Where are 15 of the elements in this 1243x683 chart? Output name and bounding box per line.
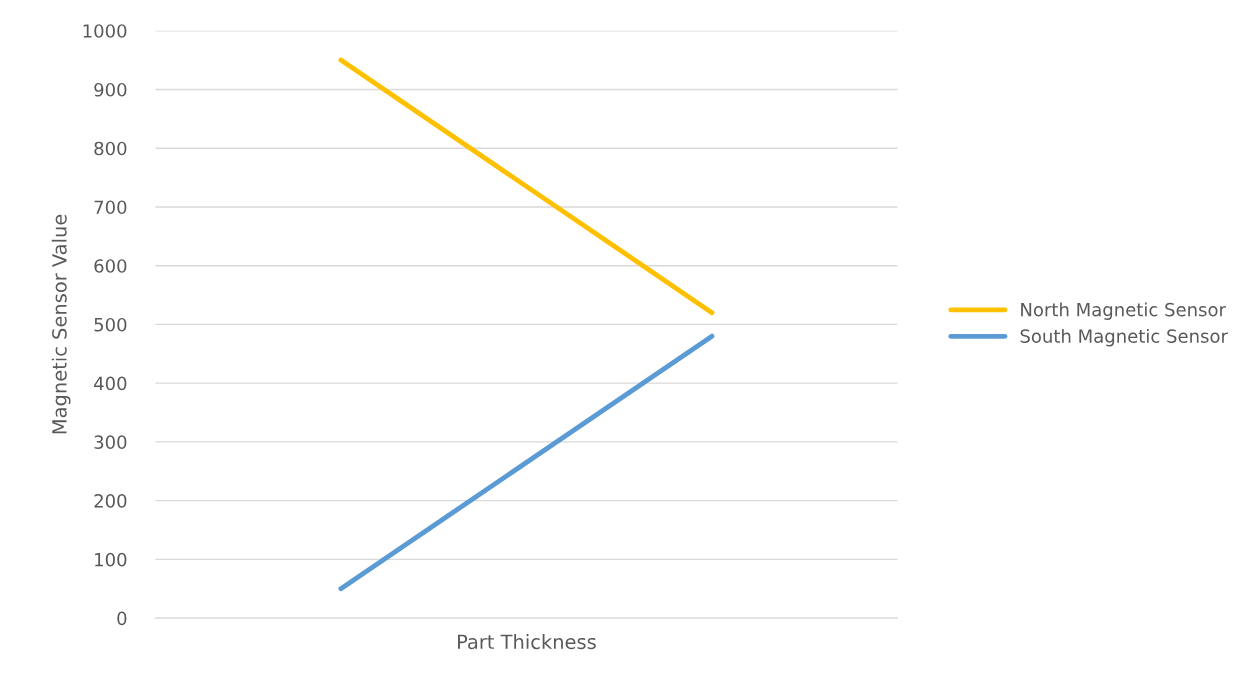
y-tick-label: 700 xyxy=(94,200,127,215)
y-tick-label: 200 xyxy=(94,494,127,508)
y-tick-label: 800 xyxy=(94,141,127,156)
y-tick-label: 1000 xyxy=(83,24,127,38)
y-tick-label: 500 xyxy=(94,317,127,332)
y-tick-label: 100 xyxy=(95,552,127,567)
y-tick-label: 900 xyxy=(94,82,127,97)
y-tick-label: 0 xyxy=(117,611,127,626)
legend-label: South Magnetic Sensor xyxy=(1020,328,1228,347)
y-tick-label: 600 xyxy=(94,259,127,273)
legend-label: North Magnetic Sensor xyxy=(1021,302,1226,320)
y-tick-label: 300 xyxy=(94,435,127,450)
x-axis-title: Part Thickness xyxy=(457,634,596,650)
y-axis-title: Magnetic Sensor Value xyxy=(51,214,71,434)
y-tick-label: 400 xyxy=(94,376,127,391)
